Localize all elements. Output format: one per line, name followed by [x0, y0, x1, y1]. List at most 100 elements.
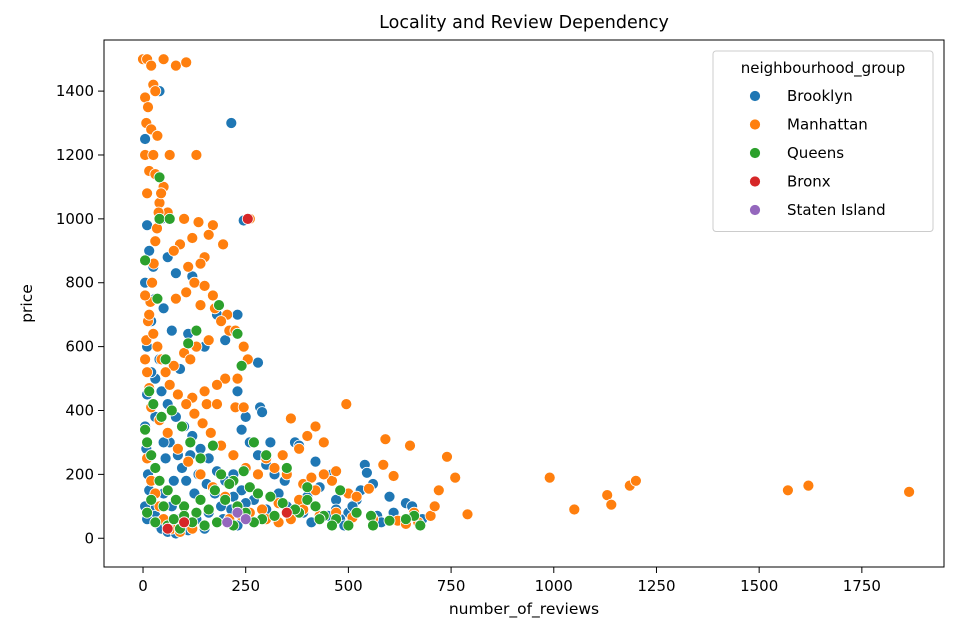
scatter-point-brooklyn	[256, 406, 269, 419]
scatter-point-manhattan	[217, 238, 230, 251]
scatter-point-manhattan	[143, 308, 156, 321]
legend-box	[712, 50, 934, 232]
scatter-point-queens	[350, 506, 363, 519]
scatter-point-manhattan	[317, 468, 330, 481]
scatter-point-queens	[184, 436, 197, 449]
scatter-point-manhattan	[293, 442, 306, 455]
scatter-point-brooklyn	[180, 474, 193, 487]
scatter-point-manhattan	[194, 299, 207, 312]
scatter-point-queens	[247, 436, 260, 449]
scatter-point-manhattan	[219, 372, 232, 385]
scatter-point-queens	[145, 449, 158, 462]
scatter-point-manhattan	[141, 366, 154, 379]
legend-marker	[749, 175, 761, 188]
scatter-point-manhattan	[630, 474, 642, 487]
scatter-point-queens	[231, 327, 244, 340]
scatter-point-brooklyn	[159, 452, 172, 465]
scatter-point-manhattan	[171, 442, 184, 455]
scatter-point-staten-island	[221, 516, 234, 529]
scatter-point-manhattan	[194, 257, 207, 270]
scatter-point-manhattan	[182, 455, 195, 468]
scatter-point-manhattan	[309, 420, 322, 433]
scatter-point-manhattan	[903, 485, 915, 498]
scatter-point-manhattan	[211, 398, 223, 411]
scatter-point-manhattan	[605, 498, 618, 511]
scatter-point-manhattan	[149, 235, 162, 248]
scatter-point-manhattan	[171, 388, 184, 401]
scatter-point-manhattan	[237, 340, 250, 353]
scatter-point-manhattan	[449, 471, 462, 484]
scatter-point-manhattan	[227, 449, 240, 462]
scatter-point-brooklyn	[231, 385, 244, 398]
scatter-point-queens	[153, 212, 166, 225]
scatter-point-queens	[399, 513, 412, 525]
scatter-point-brooklyn	[139, 133, 152, 145]
scatter-point-queens	[208, 484, 221, 497]
scatter-point-queens	[198, 519, 211, 532]
scatter-point-manhattan	[268, 462, 281, 474]
scatter-point-brooklyn	[235, 423, 248, 436]
scatter-point-queens	[182, 337, 195, 350]
scatter-point-queens	[149, 462, 162, 474]
scatter-point-queens	[414, 519, 427, 532]
scatter-point-manhattan	[161, 426, 174, 439]
x-tick-label: 1750	[843, 577, 881, 595]
scatter-point-brooklyn	[309, 455, 322, 468]
scatter-point-queens	[280, 462, 293, 474]
scatter-point-queens	[202, 503, 215, 516]
y-axis-ticks: 0 200 400 600 800 1000 1200 1400	[56, 82, 104, 547]
x-axis-ticks: 0 250 500 750 1000 1250 1500 1750	[138, 567, 881, 595]
scatter-point-manhattan	[461, 508, 474, 521]
scatter-point-brooklyn	[167, 474, 180, 487]
scatter-point-manhattan	[301, 430, 314, 442]
scatter-point-queens	[163, 212, 176, 225]
scatter-point-manhattan	[192, 216, 205, 229]
scatter-point-queens	[153, 474, 166, 487]
y-tick-label: 200	[65, 465, 94, 483]
scatter-point-queens	[215, 468, 228, 481]
scatter-point-queens	[326, 519, 338, 532]
scatter-point-staten-island	[239, 513, 252, 525]
scatter-point-manhattan	[428, 500, 441, 513]
scatter-point-manhattan	[180, 56, 193, 69]
scatter-point-manhattan	[387, 470, 400, 482]
scatter-point-manhattan	[146, 276, 159, 289]
scatter-point-queens	[153, 171, 166, 184]
scatter-point-queens	[243, 481, 256, 494]
legend-label: Manhattan	[787, 116, 868, 134]
scatter-point-manhattan	[163, 149, 176, 161]
scatter-point-manhattan	[167, 244, 180, 257]
scatter-point-queens	[151, 292, 164, 305]
scatter-point-queens	[157, 500, 170, 513]
scatter-point-queens	[301, 481, 314, 494]
scatter-point-manhattan	[252, 468, 264, 481]
scatter-point-manhattan	[782, 484, 794, 497]
scatter-point-manhattan	[340, 398, 353, 411]
scatter-point-manhattan	[151, 340, 164, 353]
scatter-point-manhattan	[169, 59, 182, 72]
scatter-point-manhattan	[198, 385, 211, 398]
scatter-point-manhattan	[362, 482, 375, 495]
scatter-point-manhattan	[206, 289, 219, 302]
scatter-point-queens	[145, 493, 158, 506]
scatter-point-queens	[139, 423, 152, 436]
legend-marker	[749, 118, 761, 131]
scatter-point-queens	[219, 493, 232, 506]
scatter-point-manhattan	[543, 471, 556, 484]
scatter-point-queens	[167, 513, 180, 525]
scatter-point-manhattan	[178, 212, 191, 225]
scatter-point-queens	[365, 510, 377, 522]
scatter-point-manhattan	[169, 292, 182, 305]
scatter-point-manhattan	[141, 187, 154, 200]
scatter-point-queens	[213, 299, 225, 312]
scatter-point-manhattan	[149, 85, 162, 97]
scatter-point-manhattan	[139, 289, 152, 302]
legend: neighbourhood_group Brooklyn Manhattan Que…	[712, 50, 934, 232]
scatter-point-manhattan	[159, 366, 172, 379]
scatter-point-manhattan	[147, 327, 160, 340]
scatter-point-manhattan	[379, 433, 392, 446]
scatter-point-brooklyn	[360, 466, 373, 479]
x-axis-label: number_of_reviews	[449, 600, 599, 619]
scatter-point-brooklyn	[165, 324, 178, 337]
